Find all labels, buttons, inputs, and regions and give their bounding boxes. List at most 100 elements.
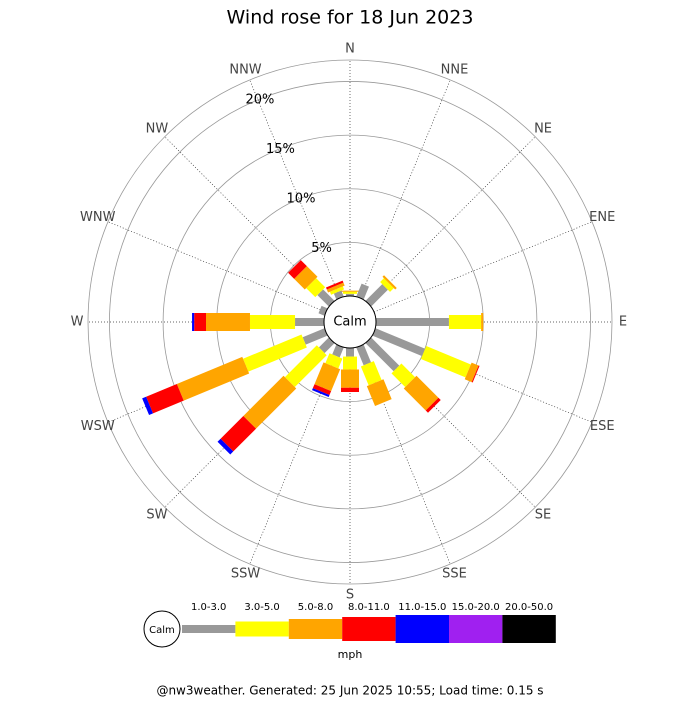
bar-segment <box>325 353 343 369</box>
bar-segment <box>382 275 397 290</box>
outer-circle <box>87 59 613 585</box>
direction-label: NW <box>146 121 169 136</box>
bar-segment <box>220 415 257 452</box>
spoke <box>373 221 593 313</box>
bar-segment <box>312 388 330 398</box>
spoke <box>107 221 327 313</box>
direction-label: N <box>345 42 355 57</box>
bar-segment <box>343 356 357 370</box>
legend-swatch <box>235 621 289 637</box>
bar-segment <box>243 375 297 429</box>
legend-unit: mph <box>338 648 363 661</box>
bar-segment <box>332 344 344 358</box>
r-tick-label: 5% <box>311 241 332 256</box>
bar-segment <box>365 284 388 307</box>
direction-label: SE <box>535 508 551 523</box>
footer: @nw3weather. Generated: 25 Jun 2025 10:5… <box>156 684 543 698</box>
bar-segment <box>325 280 344 290</box>
direction-label: NE <box>534 121 552 136</box>
bar-segment <box>366 379 392 406</box>
direction-label: W <box>71 315 84 330</box>
legend-label: 20.0-50.0 <box>505 602 553 613</box>
legend-label: 1.0-3.0 <box>191 602 226 613</box>
direction-label: NNW <box>229 62 261 77</box>
r-tick-label: 20% <box>245 92 274 107</box>
direction-label: ESE <box>590 419 615 434</box>
bar-segment <box>206 313 250 331</box>
bar-segment <box>420 346 471 378</box>
bar-segment <box>192 313 195 331</box>
legend-swatch <box>502 615 556 643</box>
bar-segment <box>194 313 206 331</box>
direction-label: SSW <box>231 567 261 582</box>
legend-calm-circle <box>143 610 181 648</box>
bar-segment <box>146 383 184 414</box>
bar-segment <box>217 438 234 455</box>
legend-swatch <box>449 615 503 643</box>
chart-title: Wind rose for 18 Jun 2023 <box>227 7 474 29</box>
bar-segment <box>341 290 359 292</box>
bar-segment <box>372 328 426 357</box>
legend-label: 3.0-5.0 <box>244 602 279 613</box>
bar-segment <box>318 337 335 354</box>
direction-label: NNE <box>441 62 469 77</box>
bar-segment <box>403 375 439 411</box>
legend-calm-label: Calm <box>149 625 175 636</box>
bar-segment <box>176 356 250 401</box>
bar-segment <box>341 369 359 388</box>
bar-segment <box>306 278 326 298</box>
direction-label: E <box>619 315 627 330</box>
bar-segment <box>380 278 394 292</box>
direction-label: WSW <box>81 419 115 434</box>
spoke <box>249 79 341 299</box>
direction-label: SSE <box>442 567 467 582</box>
bar-segment <box>471 365 480 383</box>
bar-segment <box>243 334 307 372</box>
bar-segment <box>249 315 296 329</box>
bar-segment <box>481 313 484 331</box>
legend-label: 11.0-15.0 <box>398 602 446 613</box>
bar-segment <box>365 337 400 372</box>
r-tick-label: 15% <box>266 142 295 157</box>
bar-segment <box>288 260 307 279</box>
direction-label: WNW <box>80 210 116 225</box>
bar-segment <box>343 291 357 294</box>
legend-swatch <box>288 619 343 639</box>
bar-segment <box>326 282 345 293</box>
calm-circle <box>323 295 377 349</box>
direction-label: S <box>346 588 354 603</box>
bar-segment <box>464 362 479 383</box>
calm-label: Calm <box>333 315 366 330</box>
bar-segment <box>425 397 441 413</box>
bar-segment <box>356 344 372 366</box>
bar-segment <box>329 286 345 295</box>
bar-segment <box>312 384 332 396</box>
bar-segment <box>341 387 359 392</box>
direction-label: SW <box>146 508 167 523</box>
legend-label: 8.0-11.0 <box>348 602 390 613</box>
bar-segment <box>346 348 354 357</box>
bar-segment <box>356 283 369 300</box>
bar-segment <box>284 345 327 388</box>
bar-segment <box>317 289 335 307</box>
bar-segment <box>448 315 482 329</box>
r-tick-label: 10% <box>287 191 316 206</box>
legend-label: 15.0-20.0 <box>452 602 500 613</box>
bar-segment <box>391 363 416 388</box>
bar-segment <box>294 266 318 290</box>
direction-label: ENE <box>589 210 615 225</box>
bar-segment <box>142 396 154 415</box>
spoke <box>368 136 536 304</box>
bar-segment <box>302 328 328 345</box>
legend-swatch <box>395 615 449 643</box>
spoke <box>359 79 451 299</box>
bar-segment <box>346 293 354 296</box>
legend-swatch <box>182 625 236 633</box>
grid-circle <box>109 81 591 563</box>
legend-label: 5.0-8.0 <box>298 602 333 613</box>
grid-circle <box>162 134 538 510</box>
bar-segment <box>314 362 341 392</box>
bar-segment <box>360 361 382 386</box>
